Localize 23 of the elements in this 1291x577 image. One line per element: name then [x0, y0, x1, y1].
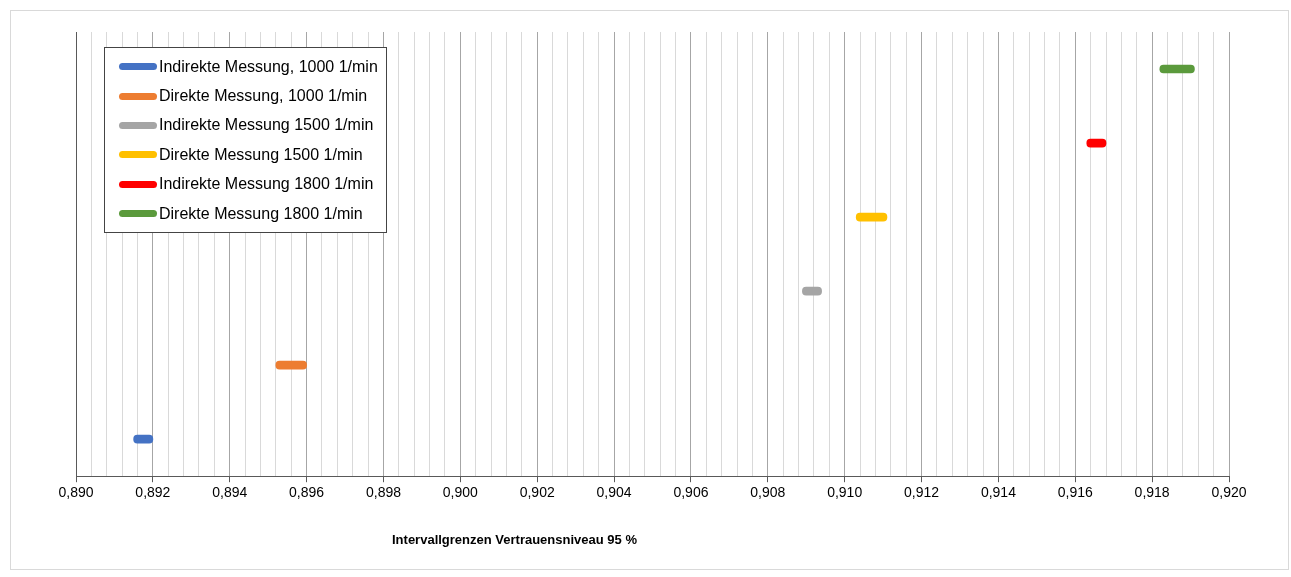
x-tick-label: 0,902: [519, 484, 555, 501]
x-tick-label: 0,896: [289, 484, 325, 501]
x-tick-label: 0,908: [750, 484, 786, 501]
legend-label: Indirekte Messung 1500 1/min: [159, 116, 374, 135]
legend-label: Direkte Messung 1500 1/min: [159, 145, 363, 164]
x-tick-label: 0,920: [1211, 484, 1247, 501]
x-tick-label: 0,912: [904, 484, 940, 501]
x-tick-label: 0,900: [442, 484, 479, 501]
x-tick-label: 0,892: [135, 484, 171, 501]
x-tick-label: 0,918: [1134, 484, 1170, 501]
x-axis-title: Intervallgrenzen Vertrauensniveau 95 %: [392, 532, 637, 547]
x-tick-label: 0,910: [827, 484, 863, 501]
x-tick-label: 0,914: [980, 484, 1017, 501]
legend-label: Indirekte Messung, 1000 1/min: [159, 57, 378, 76]
legend-label: Indirekte Messung 1800 1/min: [159, 175, 374, 194]
x-tick-label: 0,916: [1057, 484, 1093, 501]
legend-label: Direkte Messung 1800 1/min: [159, 204, 363, 223]
x-tick-label: 0,904: [596, 484, 632, 501]
x-tick-label: 0,890: [58, 484, 94, 501]
x-tick-label: 0,906: [673, 484, 709, 501]
x-tick-label: 0,898: [365, 484, 402, 501]
x-tick-label: 0,894: [212, 484, 248, 501]
legend-label: Direkte Messung, 1000 1/min: [159, 87, 368, 106]
